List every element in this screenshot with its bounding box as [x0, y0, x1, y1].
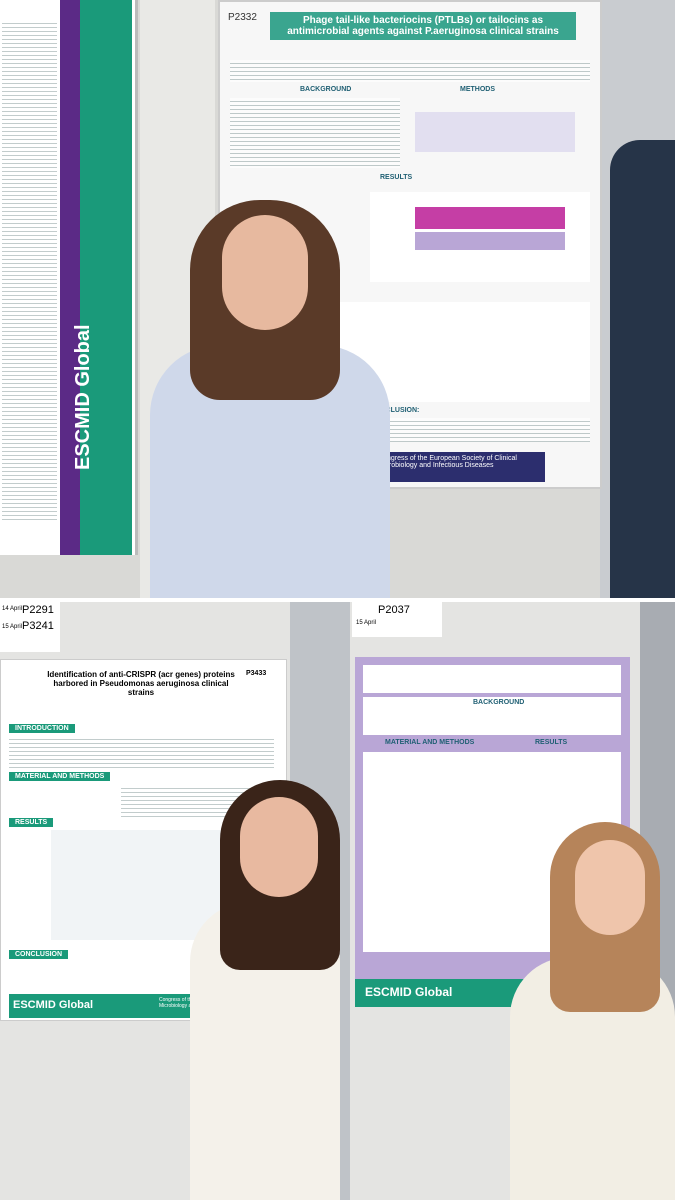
board-label: P2037 15 April: [352, 602, 442, 637]
poster-title: Identification of anti-CRISPR (acr genes…: [47, 670, 235, 697]
left-poster: ESCMID Global: [0, 0, 138, 555]
code: P3241: [22, 620, 54, 632]
section-heading: METHODS: [460, 86, 495, 93]
stripe: [80, 0, 132, 555]
decor: [415, 232, 565, 250]
section-heading: MATERIAL AND METHODS: [385, 739, 475, 746]
bottom-photo: 14 April P2291 15 April P3241 P2037 15 A…: [0, 602, 675, 1200]
section-heading: BACKGROUND: [473, 699, 525, 706]
poster-title: Phage tail-like bacteriocins (PTLBs) or …: [270, 12, 576, 40]
section-heading: INTRODUCTION: [9, 724, 75, 733]
date: 15 April: [356, 620, 377, 626]
poster-title: [363, 665, 621, 693]
date: 14 April: [2, 606, 23, 612]
board-label: 14 April P2291 15 April P3241: [0, 602, 60, 652]
decor: [415, 207, 565, 229]
person-face: [222, 215, 308, 330]
person-face: [575, 840, 645, 935]
code: P2291: [22, 604, 54, 616]
figure: [415, 112, 575, 152]
section-heading: RESULTS: [9, 818, 54, 827]
section-heading: MATERIAL AND METHODS: [9, 772, 111, 781]
decor: [230, 60, 590, 82]
date: 15 April: [2, 624, 23, 630]
section-heading: BACKGROUND: [300, 86, 352, 93]
decor: [230, 98, 400, 168]
decor: [370, 418, 590, 442]
decor: [9, 736, 274, 768]
brand: ESCMID Global: [13, 999, 94, 1011]
figure: [370, 192, 590, 282]
brand: ESCMID Global: [72, 324, 94, 470]
figure: [51, 830, 221, 940]
decor: [2, 20, 57, 520]
section-heading: CONCLUSION: [9, 950, 69, 959]
person: [610, 140, 675, 598]
text-box: BACKGROUND: [363, 697, 621, 735]
section-heading: RESULTS: [535, 739, 568, 746]
top-photo: ESCMID Global P2332 Phage tail-like bact…: [0, 0, 675, 598]
section-heading: RESULTS: [380, 174, 413, 181]
poster-footer: Congress of the European Society of Clin…: [375, 452, 545, 482]
brand: ESCMID Global: [365, 985, 453, 999]
poster-code: P2332: [228, 12, 257, 23]
poster-code: P3433: [246, 670, 267, 677]
person-face: [240, 797, 318, 897]
code: P2037: [378, 604, 410, 616]
section-heading: CONCLUSION:: [370, 407, 420, 414]
stripe: [60, 0, 80, 555]
poster: P2332 Phage tail-like bacteriocins (PTLB…: [218, 0, 602, 489]
